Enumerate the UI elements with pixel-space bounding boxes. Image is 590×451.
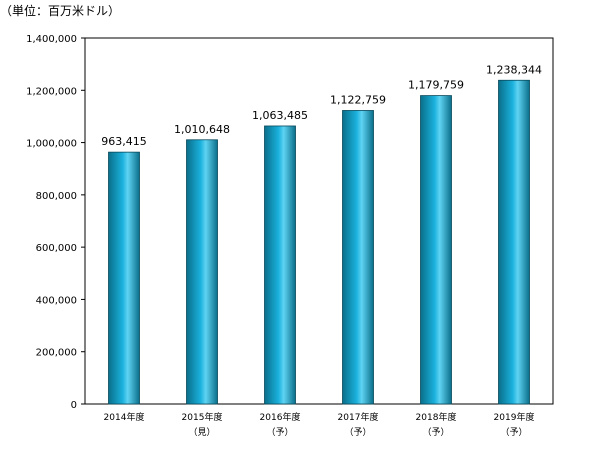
y-axis: 0 200,000 400,000 600,000 800,000 1,000,000 1,… [26, 34, 85, 411]
x-tick-note: （見） [188, 427, 215, 438]
x-tick-note: （予） [344, 427, 371, 438]
bar [342, 110, 374, 405]
y-tick-label: 1,400,000 [26, 34, 77, 45]
y-tick-label: 0 [71, 400, 77, 411]
plot-frame [84, 37, 554, 405]
bar [264, 125, 296, 405]
bar-value-label: 1,010,648 [174, 123, 230, 136]
x-tick-note: （予） [422, 427, 449, 438]
x-tick-label: 2018年度 [416, 411, 457, 423]
y-tick-label: 800,000 [36, 191, 77, 202]
bar-value-label: 963,415 [101, 135, 147, 148]
x-tick-label: 2017年度 [338, 411, 379, 423]
bar-value-label: 1,179,759 [408, 79, 464, 92]
y-tick-label: 400,000 [36, 295, 77, 306]
bars [108, 79, 530, 405]
x-tick-note: （予） [266, 427, 293, 438]
y-tick-label: 200,000 [36, 348, 77, 359]
bar-value-label: 1,122,759 [330, 93, 386, 106]
bar [108, 151, 140, 405]
x-tick-label: 2014年度 [104, 411, 145, 423]
unit-label: （単位：百万米ドル） [0, 3, 120, 18]
y-tick-label: 600,000 [36, 243, 77, 254]
bar [186, 139, 218, 405]
y-tick-label: 1,000,000 [26, 139, 77, 150]
bar-value-label: 1,063,485 [252, 109, 308, 122]
x-tick-label: 2019年度 [494, 411, 535, 423]
bar [420, 95, 452, 405]
x-tick-label: 2015年度 [182, 411, 223, 423]
x-tick-note: （予） [500, 427, 527, 438]
bar-value-label: 1,238,344 [486, 63, 542, 76]
x-axis: 2014年度 2015年度 （見） 2016年度 （予） 2017年度 （予） 2018年度 （… [104, 411, 535, 438]
x-tick-label: 2016年度 [260, 411, 301, 423]
value-labels: 963,415 1,010,648 1,063,485 1,122,759 1,179,… [101, 63, 542, 148]
bar [498, 79, 530, 405]
y-tick-label: 1,200,000 [26, 86, 77, 97]
